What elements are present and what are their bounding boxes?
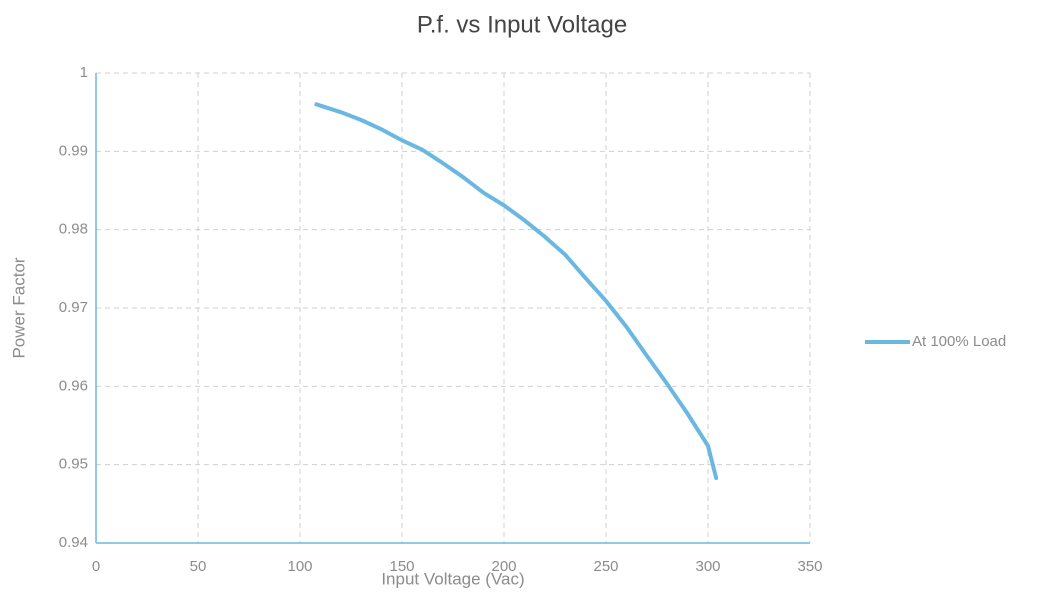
y-tick-label: 0.96: [59, 377, 88, 394]
x-tick-label: 350: [797, 558, 822, 575]
x-tick-label: 300: [695, 558, 720, 575]
chart-title: P.f. vs Input Voltage: [417, 11, 627, 38]
x-tick-label: 100: [287, 558, 312, 575]
y-tick-label: 0.98: [59, 221, 88, 238]
y-axis-label: Power Factor: [9, 257, 28, 358]
y-tick-label: 0.95: [59, 456, 88, 473]
y-tick-label: 0.99: [59, 142, 88, 159]
x-tick-label: 150: [389, 558, 414, 575]
y-tick-label: 1: [80, 64, 88, 81]
x-axis-label: Input Voltage (Vac): [381, 569, 524, 588]
x-tick-label: 50: [190, 558, 207, 575]
x-tick-label: 250: [593, 558, 618, 575]
y-tick-label: 0.97: [59, 299, 88, 316]
legend-label: At 100% Load: [912, 333, 1006, 350]
x-tick-label: 200: [491, 558, 516, 575]
x-tick-label: 0: [92, 558, 100, 575]
data-line: [314, 102, 719, 480]
y-tick-label: 0.94: [59, 534, 88, 551]
